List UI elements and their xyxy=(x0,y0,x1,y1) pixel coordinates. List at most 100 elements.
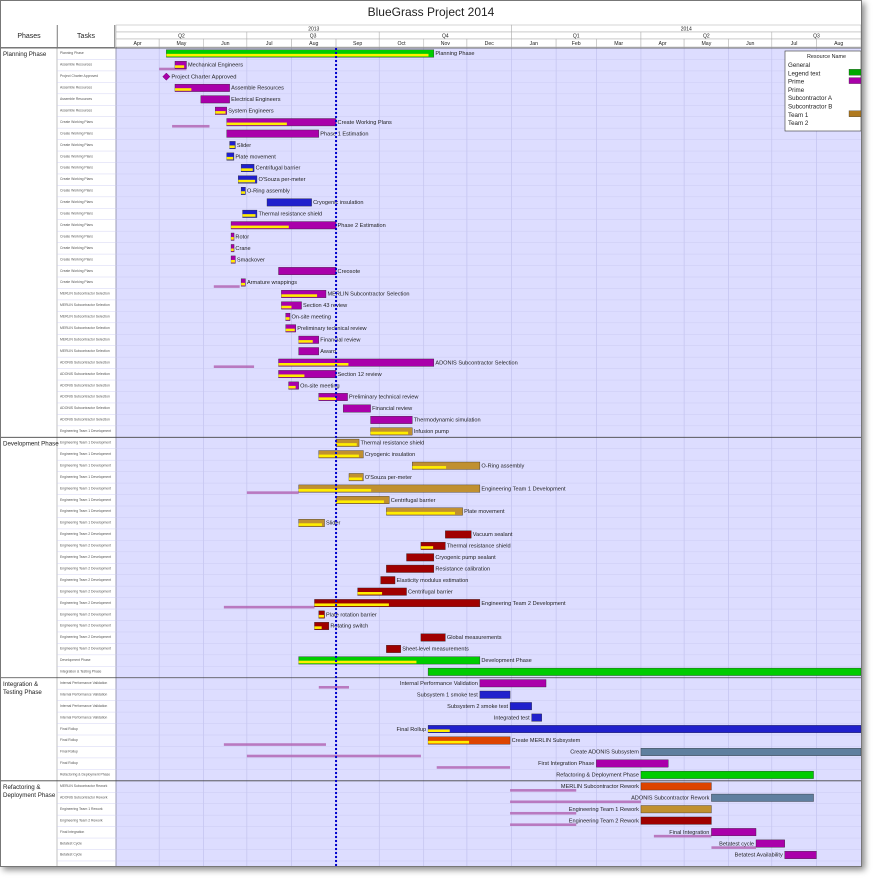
month-label: Nov xyxy=(441,41,451,47)
progress-bar xyxy=(229,145,235,149)
task-bar xyxy=(226,118,337,127)
task-name: Planning Phase xyxy=(60,51,84,55)
quarter-label: Q2 xyxy=(703,33,710,39)
task-bar xyxy=(711,828,757,837)
quarter-label: Q2 xyxy=(178,33,185,39)
progress-bar xyxy=(231,259,235,263)
legend-swatch xyxy=(848,77,861,84)
task-name: ADONIS Subcontractor Selection xyxy=(60,406,110,410)
task-bar xyxy=(386,507,463,516)
task-label: Engineering Team 2 Rework xyxy=(569,818,639,824)
progress-bar xyxy=(226,122,287,126)
progress-bar xyxy=(285,328,295,332)
task-bar xyxy=(370,416,413,424)
phase-label: Deployment Phase xyxy=(3,792,56,799)
task-bar xyxy=(166,49,435,58)
task-bar xyxy=(200,95,230,104)
task-label: ADONIS Subcontractor Selection xyxy=(435,360,517,366)
task-bar xyxy=(348,473,364,482)
progress-bar xyxy=(174,88,192,91)
task-label: Subsystem 2 smoke test xyxy=(447,704,508,710)
baseline-bar xyxy=(246,491,299,494)
task-bar xyxy=(406,553,435,562)
month-label: Sep xyxy=(353,41,362,47)
task-bar xyxy=(318,393,348,401)
task-name: Create Working Plans xyxy=(60,120,93,124)
progress-bar xyxy=(238,179,256,183)
task-name: Development Phase xyxy=(60,658,91,662)
progress-bar xyxy=(314,603,389,607)
task-bar xyxy=(238,175,258,184)
task-label: Create MERLIN Subsystem xyxy=(512,738,581,744)
task-label: Centrifugal barrier xyxy=(256,166,301,172)
task-bar xyxy=(479,690,511,699)
task-name: Engineering Team 2 Development xyxy=(60,566,111,570)
task-name: Create Working Plans xyxy=(60,166,93,170)
task-label: Slider xyxy=(326,521,340,527)
task-label: O-Ring assembly xyxy=(481,463,524,469)
task-name: Final Rollup xyxy=(60,750,78,754)
task-label: Thermal resistance shield xyxy=(447,544,511,550)
progress-bar xyxy=(318,397,337,400)
task-name: Assemble Resources xyxy=(60,108,92,112)
month-label: Oct xyxy=(397,41,406,47)
task-name: MERLIN Subcontractor Selection xyxy=(60,303,110,307)
task-name: Internal Performance Validation xyxy=(60,715,107,719)
task-label: Rotating switch xyxy=(330,624,368,630)
task-bar xyxy=(755,839,785,848)
month-label: Jun xyxy=(746,41,754,47)
task-name: MERLIN Subcontractor Rework xyxy=(60,784,108,788)
task-name: Engineering Team 2 Development xyxy=(60,578,111,582)
task-label: Plate rotation barrier xyxy=(326,612,377,618)
progress-bar xyxy=(231,248,234,252)
quarter-label: Q3 xyxy=(813,33,820,39)
task-name: Betatest Cycle xyxy=(60,853,82,857)
task-label: Thermodynamic simulation xyxy=(414,418,481,424)
task-label: Betatest cycle xyxy=(719,841,754,847)
task-bar xyxy=(479,679,547,688)
quarter-label: Q3 xyxy=(310,33,317,39)
task-label: Preliminary technical review xyxy=(349,395,419,401)
baseline-bar xyxy=(159,67,187,71)
task-label: On-site meeting xyxy=(300,383,339,389)
phase-label: Development Phase xyxy=(3,440,59,447)
task-name: Engineering Team 2 Development xyxy=(60,555,111,559)
task-name: Internal Performance Validation xyxy=(60,692,107,696)
month-label: Feb xyxy=(572,41,581,47)
progress-bar xyxy=(298,523,322,526)
task-name: Integration & Testing Phase xyxy=(60,670,102,674)
task-label: Rotor xyxy=(235,234,249,240)
month-label: Jan xyxy=(530,41,538,47)
month-label: Jun xyxy=(221,41,229,47)
task-name: Final Rollup xyxy=(60,738,78,742)
task-bar xyxy=(318,610,325,619)
progress-bar xyxy=(281,294,318,297)
task-bar xyxy=(230,232,235,241)
task-label: ADONIS Subcontractor Rework xyxy=(631,795,710,801)
task-bar xyxy=(174,61,187,69)
task-name: Engineering Team 2 Development xyxy=(60,589,111,593)
task-label: Plate movement xyxy=(235,154,276,160)
progress-bar xyxy=(242,214,256,217)
milestone-label: Project Charter Approved xyxy=(171,75,236,81)
progress-bar xyxy=(174,65,185,68)
task-name: Project Charter Approved xyxy=(60,74,98,78)
task-name: MERLIN Subcontractor Selection xyxy=(60,349,110,353)
baseline-bar xyxy=(318,685,349,689)
task-bar xyxy=(640,805,712,814)
task-bar xyxy=(230,244,235,253)
task-name: Create Working Plans xyxy=(60,257,93,261)
month-label: Aug xyxy=(309,41,318,47)
task-name: Create Working Plans xyxy=(60,246,93,250)
baseline-bar xyxy=(510,811,577,815)
quarter-label: Q4 xyxy=(442,33,449,39)
task-label: Slider xyxy=(237,143,251,149)
task-label: Preliminary technical review xyxy=(297,326,367,332)
baseline-bar xyxy=(510,789,577,792)
progress-bar xyxy=(318,614,324,618)
task-label: Thermal resistance shield xyxy=(258,212,322,218)
task-label: Infusion pump xyxy=(414,429,449,435)
task-label: Mechanical Engineers xyxy=(188,63,243,69)
progress-bar xyxy=(278,363,349,366)
task-bar xyxy=(174,83,230,92)
